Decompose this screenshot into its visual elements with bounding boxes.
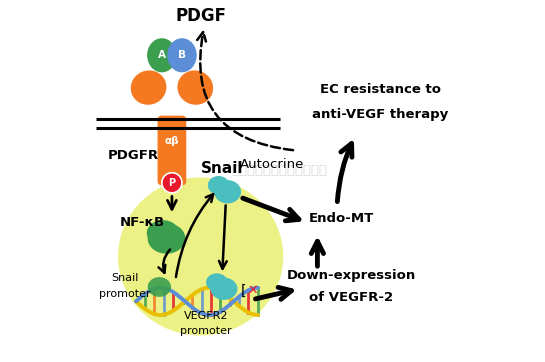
Text: anti-VEGF therapy: anti-VEGF therapy	[312, 108, 449, 121]
Ellipse shape	[214, 180, 241, 203]
Text: Autocrine: Autocrine	[240, 158, 305, 171]
Text: 深圳子科生物科技有限公司: 深圳子科生物科技有限公司	[232, 164, 328, 177]
Text: ✕: ✕	[247, 284, 258, 297]
Ellipse shape	[208, 176, 229, 195]
Text: of VEGFR-2: of VEGFR-2	[310, 291, 393, 304]
Text: Snail: Snail	[201, 161, 244, 176]
Text: promoter: promoter	[99, 289, 151, 299]
Text: A: A	[158, 50, 166, 60]
Text: Snail: Snail	[112, 273, 139, 283]
Ellipse shape	[210, 278, 238, 300]
Text: P: P	[168, 178, 175, 188]
Text: PDGF: PDGF	[175, 7, 226, 25]
Text: [: [	[241, 283, 246, 298]
Ellipse shape	[131, 71, 166, 105]
FancyBboxPatch shape	[158, 115, 186, 185]
Text: EC resistance to: EC resistance to	[320, 83, 441, 96]
Ellipse shape	[148, 223, 185, 254]
Ellipse shape	[118, 177, 283, 336]
Ellipse shape	[206, 273, 228, 291]
Text: NF-κB: NF-κB	[120, 216, 165, 229]
Text: Endo-MT: Endo-MT	[308, 212, 374, 225]
Text: B: B	[178, 50, 186, 60]
Ellipse shape	[147, 220, 179, 246]
Circle shape	[162, 173, 182, 193]
Ellipse shape	[147, 38, 177, 72]
Text: PDGFR: PDGFR	[107, 150, 159, 162]
Text: αβ: αβ	[165, 136, 179, 147]
Ellipse shape	[178, 71, 213, 105]
Ellipse shape	[167, 38, 197, 72]
Text: promoter: promoter	[180, 326, 232, 336]
Text: VEGFR2: VEGFR2	[184, 311, 228, 321]
Text: Down-expression: Down-expression	[287, 269, 416, 282]
Ellipse shape	[148, 277, 171, 297]
